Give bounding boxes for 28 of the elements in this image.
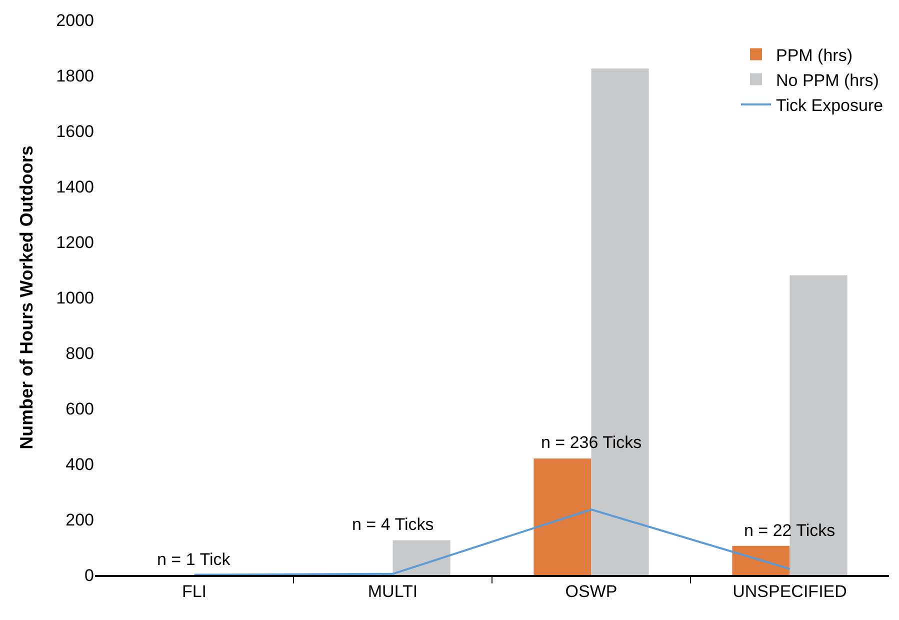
bar [790,275,848,575]
bar [732,546,790,575]
y-tick-label: 0 [84,566,94,585]
line-series [193,508,791,575]
y-axis-title: Number of Hours Worked Outdoors [16,146,36,450]
y-tick-label: 1400 [56,177,94,196]
y-tick-label: 1000 [56,288,94,308]
annotation: n = 1 Tick [157,550,231,569]
x-tick-label: OSWP [565,582,618,602]
y-tick-label: 800 [66,344,94,363]
y-tick-label: 600 [66,399,94,418]
legend-label: PPM (hrs) [776,46,852,65]
annotation: n = 236 Ticks [541,433,642,452]
annotation: n = 4 Ticks [352,515,434,534]
y-tick-label: 1600 [56,122,94,141]
y-tick-label: 2000 [56,10,94,30]
bar [392,540,450,575]
y-tick-label: 200 [66,510,94,530]
bar [534,458,592,575]
annotation: n = 22 Ticks [744,521,836,540]
x-tick-label: FLI [182,582,207,602]
y-tick-label: 1800 [56,66,94,86]
legend-label: No PPM (hrs) [776,70,879,90]
x-tick-label: UNSPECIFIED [732,582,847,602]
x-tick-label: MULTI [368,582,418,602]
y-tick-label: 1200 [56,232,94,252]
y-tick-label: 400 [66,454,94,474]
legend-label: Tick Exposure [776,96,884,116]
